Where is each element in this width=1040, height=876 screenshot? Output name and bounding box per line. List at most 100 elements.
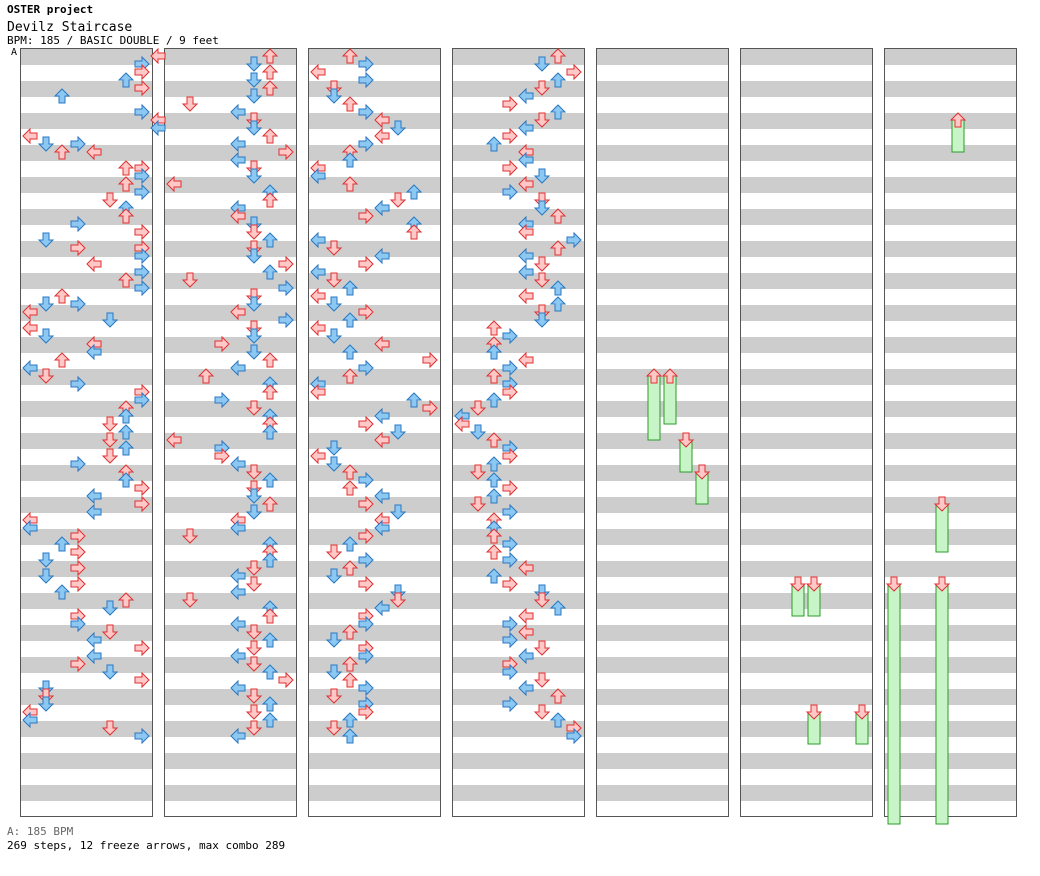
beat-stripe: [453, 177, 584, 193]
chart-stats: 269 steps, 12 freeze arrows, max combo 2…: [7, 839, 286, 852]
beat-stripe: [597, 625, 728, 641]
beat-stripe: [885, 145, 1016, 161]
beat-stripe: [309, 241, 440, 257]
project-name: OSTER project: [7, 3, 94, 16]
beat-stripe: [741, 369, 872, 385]
beat-stripe: [165, 241, 296, 257]
beat-stripe: [309, 273, 440, 289]
step-arrow-left: [150, 111, 166, 129]
beat-stripe: [309, 721, 440, 737]
beat-stripe: [453, 113, 584, 129]
beat-stripe: [309, 753, 440, 769]
beat-stripe: [597, 81, 728, 97]
beat-stripe: [165, 81, 296, 97]
beat-stripe: [21, 113, 152, 129]
beat-stripe: [597, 593, 728, 609]
beat-stripe: [597, 785, 728, 801]
beat-stripe: [741, 593, 872, 609]
chart-column-7: [884, 48, 1017, 817]
beat-stripe: [741, 529, 872, 545]
beat-stripe: [597, 337, 728, 353]
beat-stripe: [21, 497, 152, 513]
beat-stripe: [741, 241, 872, 257]
beat-stripe: [885, 273, 1016, 289]
beat-stripe: [21, 465, 152, 481]
beat-stripe: [741, 177, 872, 193]
chart-column-6: [740, 48, 873, 817]
beat-stripe: [309, 337, 440, 353]
beat-stripe: [885, 561, 1016, 577]
beat-stripe: [453, 497, 584, 513]
beat-stripe: [309, 81, 440, 97]
bpm-marker: A: [11, 47, 18, 58]
beat-stripe: [21, 657, 152, 673]
beat-stripe: [21, 145, 152, 161]
beat-stripe: [309, 465, 440, 481]
beat-stripe: [885, 49, 1016, 65]
beat-stripe: [741, 49, 872, 65]
beat-stripe: [309, 433, 440, 449]
beat-stripe: [741, 273, 872, 289]
beat-stripe: [453, 401, 584, 417]
beat-stripe: [453, 657, 584, 673]
beat-stripe: [597, 305, 728, 321]
beat-stripe: [453, 529, 584, 545]
beat-stripe: [597, 529, 728, 545]
chart-column-3: [308, 48, 441, 817]
beat-stripe: [885, 689, 1016, 705]
beat-stripe: [21, 369, 152, 385]
beat-stripe: [165, 305, 296, 321]
beat-stripe: [453, 81, 584, 97]
beat-stripe: [165, 753, 296, 769]
beat-stripe: [453, 273, 584, 289]
beat-stripe: [309, 401, 440, 417]
beat-stripe: [453, 49, 584, 65]
beat-stripe: [309, 369, 440, 385]
beat-stripe: [309, 305, 440, 321]
beat-stripe: [597, 721, 728, 737]
beat-stripe: [885, 625, 1016, 641]
beat-stripe: [309, 657, 440, 673]
beat-stripe: [597, 689, 728, 705]
beat-stripe: [21, 81, 152, 97]
beat-stripe: [453, 561, 584, 577]
beat-stripe: [453, 305, 584, 321]
beat-stripe: [453, 465, 584, 481]
beat-stripe: [309, 625, 440, 641]
beat-stripe: [885, 401, 1016, 417]
beat-stripe: [885, 497, 1016, 513]
beat-stripe: [165, 721, 296, 737]
beat-stripe: [165, 209, 296, 225]
beat-stripe: [21, 689, 152, 705]
beat-stripe: [453, 593, 584, 609]
beat-stripe: [165, 689, 296, 705]
beat-stripe: [309, 529, 440, 545]
beat-stripe: [597, 177, 728, 193]
beat-stripe: [597, 369, 728, 385]
beat-stripe: [885, 369, 1016, 385]
beat-stripe: [741, 785, 872, 801]
step-arrow-left: [150, 119, 166, 137]
beat-stripe: [21, 593, 152, 609]
beat-stripe: [741, 497, 872, 513]
beat-stripe: [741, 689, 872, 705]
beat-stripe: [21, 785, 152, 801]
beat-stripe: [453, 241, 584, 257]
beat-stripe: [741, 209, 872, 225]
beat-stripe: [309, 145, 440, 161]
beat-stripe: [741, 433, 872, 449]
beat-stripe: [597, 401, 728, 417]
beat-stripe: [21, 305, 152, 321]
beat-stripe: [21, 721, 152, 737]
beat-stripe: [165, 369, 296, 385]
beat-stripe: [165, 625, 296, 641]
beat-stripe: [597, 753, 728, 769]
beat-stripe: [453, 625, 584, 641]
beat-stripe: [309, 209, 440, 225]
beat-stripe: [165, 785, 296, 801]
beat-stripe: [21, 561, 152, 577]
beat-stripe: [165, 113, 296, 129]
chart-info: BPM: 185 / BASIC DOUBLE / 9 feet: [7, 34, 219, 47]
step-arrow-left: [150, 47, 166, 65]
beat-stripe: [21, 177, 152, 193]
